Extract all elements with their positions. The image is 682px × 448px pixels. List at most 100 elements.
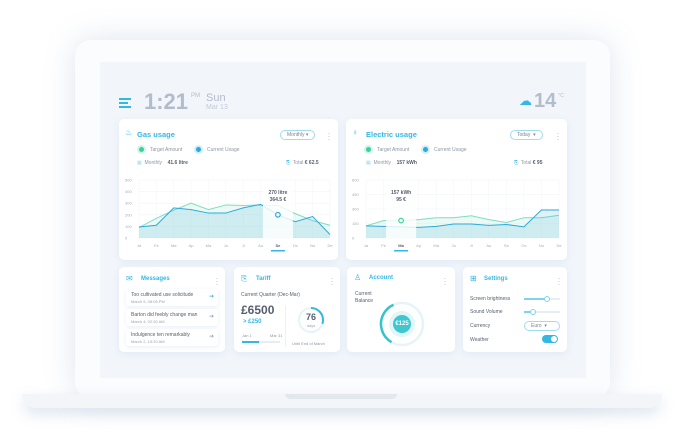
arrow-right-icon: ➔: [208, 294, 214, 300]
receipt-icon: ⎘: [514, 160, 519, 166]
volume-slider[interactable]: [524, 309, 560, 315]
x-tick-label: Ma: [171, 243, 177, 248]
currency-dropdown[interactable]: Euro ▾: [524, 321, 560, 331]
quarter-label: Current Quarter (Dec-Mar): [241, 292, 300, 298]
settings-card: ⊞ Settings · · · Screen brightness Sound V…: [463, 267, 567, 352]
x-tick-label: Ju: [452, 243, 456, 248]
more-options-icon[interactable]: · · ·: [443, 274, 447, 289]
y-tick-label: 450: [352, 192, 359, 197]
message-item[interactable]: Indulgence ten remarkably March 2, 15:20 …: [126, 329, 218, 346]
balance-gauge: [379, 301, 425, 347]
period-dropdown[interactable]: Monthly ▾: [280, 130, 316, 140]
total-stat: ⎘ Total € 62.5: [286, 160, 319, 166]
x-tick-label: Ma: [206, 243, 212, 248]
calendar-icon: ▦: [366, 160, 371, 166]
settings-icon: ⊞: [470, 274, 477, 283]
x-tick-label: Au: [486, 243, 491, 248]
x-tick-label: Jl: [242, 243, 245, 248]
arrow-right-icon: ➔: [208, 314, 214, 320]
receipt-icon: ⎘: [286, 160, 291, 166]
clock-date: Mar 13: [206, 104, 228, 111]
messages-card: ✉ Messages · · · Too cultivated use solici…: [119, 267, 225, 352]
account-card: ♙ Account · · · Current Balance €125: [347, 267, 455, 352]
balance-value: €125: [395, 321, 409, 327]
dashboard-screen: 1:21 PM Sun Mar 13 ☁ 14 °C ♨ Gas usage M…: [100, 62, 586, 378]
x-tick-label: No: [539, 243, 545, 248]
clock-day-date: Sun Mar 13: [206, 92, 228, 112]
x-tick-label: Fe: [154, 243, 159, 248]
x-tick-label: Se: [504, 243, 510, 248]
card-title: Electric usage: [366, 130, 417, 139]
days-remaining: 76: [305, 312, 316, 322]
more-options-icon[interactable]: · · ·: [215, 274, 219, 289]
x-tick-label: Ma: [433, 243, 439, 248]
electric-usage-chart: 0 150 300 450 600 Ja Fe Ma Ap Ma Ju Jl Au Se Oc No De 157…: [352, 178, 562, 252]
electric-usage-card: ♀ Electric usage Today ▾ · · · Target Amou…: [346, 119, 567, 260]
cloud-snow-icon: ☁: [519, 93, 532, 108]
weather: ☁ 14 °C: [519, 90, 564, 112]
volume-label: Sound Volume: [470, 309, 503, 315]
arrow-right-icon: ➔: [208, 334, 214, 340]
y-tick-label: 300: [125, 201, 132, 206]
x-tick-label: Ja: [364, 243, 369, 248]
tooltip-cost: 364.5 €: [270, 197, 287, 203]
message-item[interactable]: Barton did feebly change man March 4, 02:…: [126, 309, 218, 326]
x-tick-label: Jl: [470, 243, 473, 248]
tariff-icon: ⎘: [241, 274, 248, 283]
series-line: [138, 203, 331, 235]
message-item[interactable]: Too cultivated use solicitude March 5, 08…: [126, 289, 218, 306]
lightbulb-icon: ♀: [352, 128, 358, 137]
active-month-indicator: [270, 250, 285, 252]
period-value: Today: [517, 132, 531, 138]
period-dropdown[interactable]: Today ▾: [510, 130, 543, 140]
laptop-notch: [285, 394, 397, 399]
y-tick-label: 200: [125, 212, 132, 217]
until-label: Until End of March: [292, 341, 325, 346]
more-options-icon[interactable]: · · ·: [330, 274, 334, 289]
more-options-icon[interactable]: · · ·: [556, 129, 560, 144]
x-tick-label: Ap: [189, 243, 195, 248]
y-tick-label: 0: [352, 236, 355, 241]
y-tick-label: 400: [125, 189, 132, 194]
weather-toggle[interactable]: [542, 335, 558, 343]
clock: 1:21 PM Sun Mar 13: [144, 90, 228, 114]
y-tick-label: 100: [125, 224, 132, 229]
more-options-icon[interactable]: · · ·: [327, 129, 331, 144]
x-tick-label: Oc: [293, 243, 298, 248]
x-tick-label: Ma: [398, 243, 404, 248]
highlight-point: [275, 211, 281, 218]
x-tick-label: Ja: [137, 243, 142, 248]
brightness-slider[interactable]: [524, 296, 560, 302]
more-options-icon[interactable]: · · ·: [557, 274, 561, 289]
card-title: Account: [369, 275, 393, 281]
currency-value: Euro: [531, 323, 542, 329]
tariff-delta: > £250: [243, 319, 262, 325]
end-date: Mar 31: [270, 333, 283, 338]
legend-target: Target Amount: [366, 147, 409, 153]
menu-icon[interactable]: [119, 98, 131, 108]
y-tick-label: 300: [352, 207, 359, 212]
x-tick-label: Au: [258, 243, 263, 248]
legend-current: Current Usage: [423, 147, 467, 153]
x-tick-label: Oc: [521, 243, 526, 248]
monthly-stat: ▦ Monthly 41.6 litre: [137, 160, 188, 166]
user-icon: ♙: [354, 273, 362, 282]
clock-time: 1:21: [144, 89, 189, 114]
x-tick-label: Fe: [381, 243, 386, 248]
tooltip-value: 157 kWh: [391, 190, 411, 196]
x-tick-label: Ap: [416, 243, 422, 248]
y-tick-label: 600: [352, 178, 359, 183]
clock-ampm: PM: [191, 93, 201, 99]
quarter-progress-bar: [242, 341, 280, 343]
card-title: Messages: [141, 276, 170, 282]
start-date: Jan 1: [242, 333, 252, 338]
tariff-amount: £6500: [241, 303, 275, 317]
highlight-point: [398, 217, 404, 224]
legend-current: Current Usage: [196, 147, 240, 153]
y-tick-label: 500: [125, 178, 132, 183]
gas-usage-chart: 0 100 200 300 400 500 Ja Fe Ma Ap Ma Ju Jl Au Se Oc No De…: [125, 178, 333, 252]
gas-usage-card: ♨ Gas usage Monthly ▾ · · · Target Amount …: [119, 119, 338, 260]
currency-label: Currency: [470, 323, 491, 329]
x-tick-label: Se: [275, 243, 281, 248]
active-month-indicator: [394, 250, 409, 252]
